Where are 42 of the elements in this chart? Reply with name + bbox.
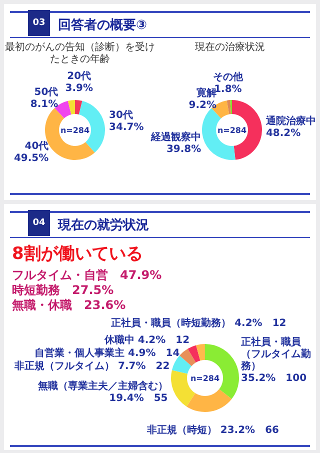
slice-label: 非正規（時短） (146, 425, 217, 436)
data-label: 19.4% 55 (109, 392, 168, 404)
slice-label: 50代 (33, 87, 58, 100)
text: フルタイム・自営 47.9% (12, 267, 162, 284)
text: n=284 (60, 126, 90, 135)
text: 03 (28, 10, 50, 36)
text: 現在の就労状況 (58, 217, 149, 234)
chart-title: 最初のがんの告知（診断）を受けたときの年齢 (5, 42, 155, 66)
slice-label: その他 (212, 72, 243, 84)
data-label: 7.7% 22 (118, 361, 170, 372)
data-label: 34.7% (109, 122, 144, 134)
data-label: 48.2% (266, 128, 302, 140)
text: n=284 (217, 126, 247, 135)
data-label: 35.2% 100 (240, 372, 307, 384)
slice-label: 無職（専業主夫／主婦含む） (38, 380, 168, 392)
text: n=284 (190, 374, 220, 383)
data-label: 39.8% (165, 144, 202, 156)
slice-label: 休職中 (104, 335, 134, 346)
text: 回答者の概要③ (58, 17, 148, 34)
slice-label: 20代 (66, 71, 92, 84)
slice-label: 30代 (109, 110, 134, 122)
data-label: 4.2% 12 (234, 318, 286, 330)
data-label: 4.2% 12 (138, 335, 190, 346)
data-label: 8.1% (30, 99, 58, 112)
slice-label: 自営業・個人事業主 (34, 348, 125, 360)
slice-label: 寛解 (195, 88, 216, 100)
slice-label: 正社員・職員（時短勤務） (111, 318, 232, 330)
chart-title: 現在の治療状況 (195, 42, 265, 53)
data-label: 9.2% (188, 100, 216, 112)
slice-label: 40代 (24, 141, 49, 154)
slice-label: 非正規（フルタイム） (14, 361, 115, 372)
data-label: 23.2% 66 (220, 425, 279, 436)
slice-label: 経過観察中 (151, 132, 202, 144)
data-label: 49.5% (14, 153, 49, 166)
text: 04 (28, 210, 50, 236)
slice-label: 正社員・職員（フルタイム勤務） (240, 336, 311, 372)
data-label: 4.9% 14 (128, 348, 180, 360)
text: 無職・休職 23.6% (12, 297, 126, 314)
slice-label: 通院治療中 (266, 116, 316, 128)
text: 8割が働いている (12, 243, 143, 265)
text: 時短勤務 27.5% (12, 282, 114, 298)
data-label: 3.9% (65, 83, 93, 96)
